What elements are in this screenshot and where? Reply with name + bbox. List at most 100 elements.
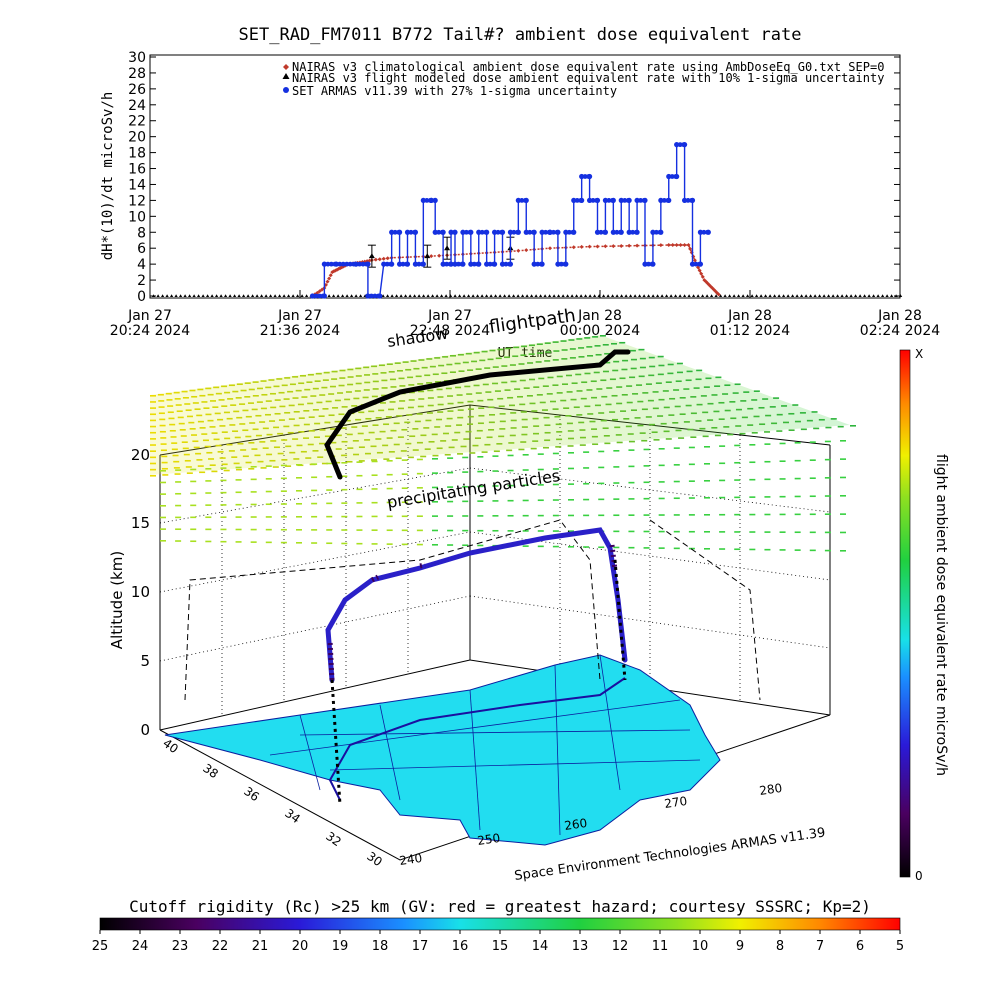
plane-dash bbox=[240, 449, 247, 451]
plane-dash bbox=[568, 499, 574, 501]
plane-dash bbox=[729, 401, 736, 403]
plane-dash bbox=[150, 413, 156, 416]
plane-dash bbox=[749, 461, 756, 464]
plane-dash bbox=[416, 515, 423, 518]
plane-dash bbox=[799, 412, 806, 414]
plane-dash bbox=[584, 405, 591, 408]
diamond-point bbox=[635, 243, 640, 248]
plane-dash bbox=[252, 395, 259, 397]
plane-dash bbox=[788, 412, 795, 415]
plane-dash bbox=[432, 515, 438, 517]
plane-dash bbox=[174, 398, 181, 400]
plane-dash bbox=[408, 391, 415, 394]
plane-dash bbox=[335, 448, 342, 450]
plane-dash bbox=[250, 503, 257, 506]
plane-dash bbox=[386, 529, 393, 532]
armas-point bbox=[491, 229, 498, 235]
plane-dash bbox=[552, 514, 559, 517]
armas-point bbox=[617, 229, 623, 235]
plane-dash bbox=[647, 399, 654, 402]
plane-dash bbox=[713, 410, 720, 413]
shadow-outline bbox=[184, 519, 601, 701]
armas-point bbox=[412, 261, 419, 267]
plane-dash bbox=[356, 529, 363, 531]
plane-dash bbox=[289, 451, 296, 454]
plane-dash bbox=[318, 415, 325, 418]
triangle-point bbox=[836, 294, 840, 297]
altitude-tick: 5 bbox=[140, 652, 150, 670]
plane-dash bbox=[397, 436, 404, 438]
triangle-point bbox=[345, 294, 349, 297]
plane-dash bbox=[628, 546, 635, 549]
plane-dash bbox=[406, 414, 413, 416]
plane-dash bbox=[254, 454, 261, 457]
plane-dash bbox=[545, 351, 552, 353]
triangle-point bbox=[597, 294, 601, 297]
triangle-point bbox=[570, 294, 574, 297]
plane-dash bbox=[250, 516, 257, 518]
colorbar-tick-label: 17 bbox=[412, 939, 429, 954]
plane-dash bbox=[779, 460, 786, 463]
plane-dash bbox=[388, 371, 395, 373]
plane-dash bbox=[330, 428, 337, 430]
plane-dash bbox=[734, 496, 741, 499]
plane-dash bbox=[170, 436, 177, 438]
plane-dash bbox=[432, 373, 439, 376]
plane-dash bbox=[158, 400, 165, 402]
armas-point bbox=[487, 261, 493, 267]
plane-dash bbox=[293, 458, 300, 460]
plane-dash bbox=[175, 528, 182, 531]
armas-point bbox=[448, 229, 454, 235]
plane-dash bbox=[221, 385, 228, 388]
plane-dash bbox=[250, 541, 257, 543]
plane-dash bbox=[621, 394, 628, 396]
plane-dash bbox=[400, 450, 407, 452]
plane-dash bbox=[704, 514, 710, 516]
plane-dash bbox=[642, 392, 649, 394]
plane-dash bbox=[447, 410, 454, 412]
plane-dash bbox=[612, 418, 619, 421]
plane-dash bbox=[416, 543, 423, 546]
plane-dash bbox=[167, 405, 174, 407]
plane-dash bbox=[161, 467, 168, 470]
plane-dash bbox=[688, 547, 695, 550]
plane-dash bbox=[662, 390, 669, 392]
armas-point bbox=[351, 261, 357, 267]
plane-dash bbox=[196, 459, 203, 461]
armas-point bbox=[658, 197, 664, 203]
plane-dash bbox=[199, 394, 206, 397]
plane-dash bbox=[385, 416, 392, 418]
armas-point bbox=[447, 261, 453, 267]
plane-dash bbox=[426, 412, 433, 414]
plane-dash bbox=[507, 499, 514, 502]
plane-dash bbox=[507, 530, 514, 532]
plane-dash bbox=[824, 495, 831, 497]
plane-dash bbox=[613, 466, 620, 468]
plane-dash bbox=[401, 487, 408, 490]
plane-dash bbox=[688, 463, 695, 466]
plane-dash bbox=[591, 428, 598, 430]
plane-dash bbox=[160, 481, 166, 484]
plane-dash bbox=[436, 418, 443, 421]
plane-dash bbox=[638, 348, 645, 351]
plane-dash bbox=[150, 438, 156, 440]
plane-dash bbox=[311, 502, 318, 505]
triangle-point bbox=[264, 294, 268, 297]
plane-dash bbox=[673, 547, 680, 550]
plane-dash bbox=[415, 375, 422, 378]
plane-dash bbox=[161, 461, 168, 464]
plane-dash bbox=[160, 470, 166, 472]
plane-dash bbox=[314, 422, 321, 425]
plane-dash bbox=[688, 497, 695, 499]
plane-dash bbox=[375, 416, 382, 419]
time-series-panel: SET_RAD_FM7011 B772 Tail#? ambient dose … bbox=[100, 25, 940, 361]
armas-point bbox=[332, 261, 338, 267]
plane-dash bbox=[765, 414, 772, 417]
triangle-point bbox=[714, 294, 718, 297]
plane-dash bbox=[358, 411, 365, 414]
armas-point bbox=[467, 229, 473, 235]
plane-dash bbox=[583, 514, 590, 517]
plane-dash bbox=[643, 530, 650, 533]
triangle-point bbox=[647, 294, 651, 297]
